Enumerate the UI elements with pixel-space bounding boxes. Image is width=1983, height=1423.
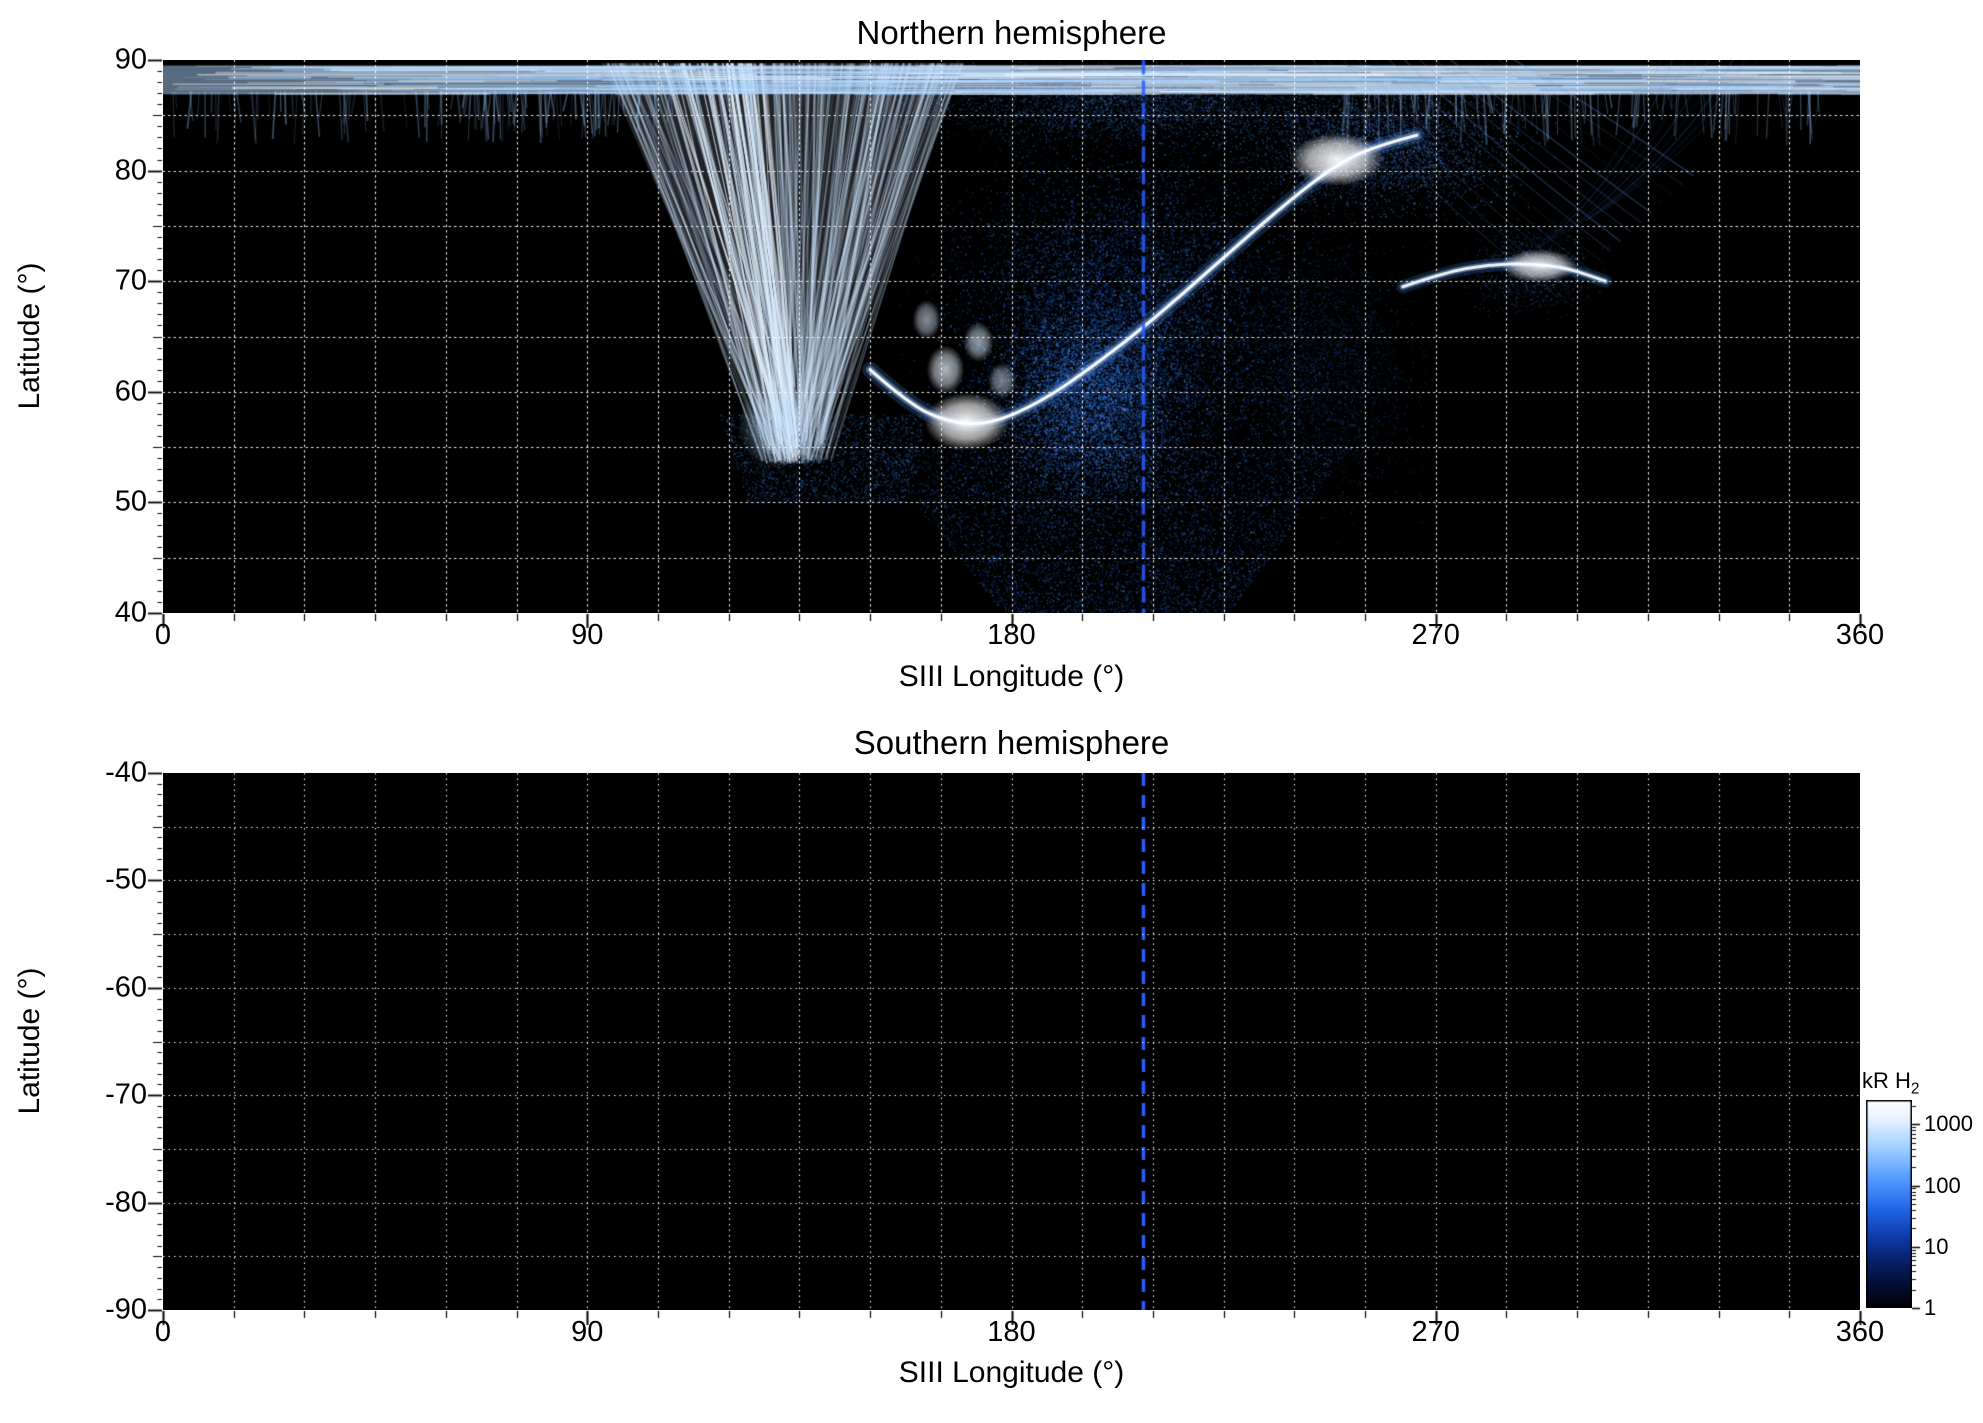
south-y-tick-label: -80 xyxy=(105,1186,147,1219)
north-panel-title: Northern hemisphere xyxy=(856,14,1167,51)
north-x-tick-label: 180 xyxy=(987,619,1036,651)
north-y-tick-label: 50 xyxy=(114,485,147,518)
colorbar-title-main: kR H xyxy=(1862,1068,1911,1093)
northern-hemisphere-heatmap xyxy=(163,60,1860,613)
colorbar-gradient xyxy=(1866,1100,1912,1308)
north-x-tick-label: 90 xyxy=(571,619,604,651)
south-x-tick-label: 90 xyxy=(571,1316,604,1348)
southern-hemisphere-heatmap xyxy=(163,773,1860,1310)
south-y-axis-label: Latitude (°) xyxy=(13,967,46,1115)
south-x-tick-label: 270 xyxy=(1411,1316,1460,1348)
north-x-tick-label: 270 xyxy=(1411,619,1460,651)
north-x-tick-label: 0 xyxy=(154,619,172,651)
south-x-tick-label: 180 xyxy=(987,1316,1036,1348)
north-y-tick-label: 60 xyxy=(114,375,147,408)
north-y-tick-label: 80 xyxy=(114,154,147,187)
south-y-tick-label: -90 xyxy=(105,1293,147,1326)
north-x-axis-label: SIII Longitude (°) xyxy=(898,660,1125,693)
north-x-tick-label: 360 xyxy=(1835,619,1885,651)
south-y-tick-label: -60 xyxy=(105,971,147,1004)
north-y-tick-label: 40 xyxy=(114,596,147,629)
colorbar-tick-label: 10 xyxy=(1924,1233,1949,1259)
north-y-tick-label: 90 xyxy=(114,43,147,76)
colorbar-tick-label: 100 xyxy=(1924,1172,1961,1198)
south-x-axis-label: SIII Longitude (°) xyxy=(898,1356,1125,1389)
colorbar-title-subscript: 2 xyxy=(1910,1080,1920,1098)
north-y-tick-label: 70 xyxy=(114,264,147,297)
south-y-tick-label: -40 xyxy=(105,756,147,789)
south-x-tick-label: 0 xyxy=(154,1316,172,1348)
colorbar-title: kR H2 xyxy=(1862,1068,1919,1098)
south-y-tick-label: -70 xyxy=(105,1078,147,1111)
colorbar-tick-label: 1 xyxy=(1924,1295,1937,1320)
north-y-axis-label: Latitude (°) xyxy=(13,262,46,410)
south-y-tick-label: -50 xyxy=(105,863,147,896)
colorbar-tick-label: 1000 xyxy=(1924,1111,1973,1137)
south-x-tick-label: 360 xyxy=(1835,1316,1885,1348)
south-panel-title: Southern hemisphere xyxy=(853,724,1170,761)
